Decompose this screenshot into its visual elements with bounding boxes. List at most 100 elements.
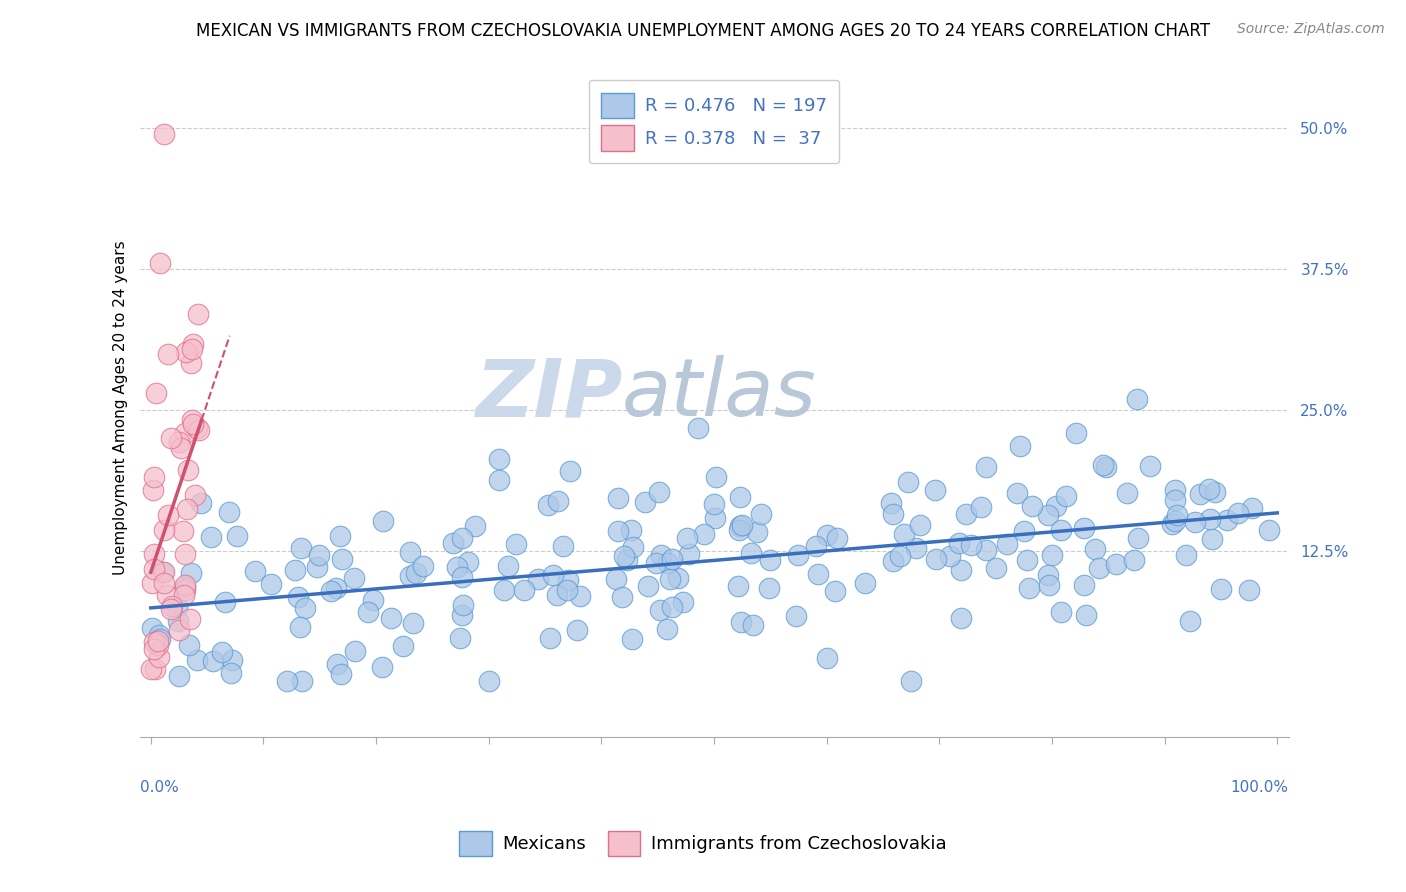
Point <box>1164 492 1187 507</box>
Point <box>149 256 172 270</box>
Point <box>889 549 911 564</box>
Point <box>330 552 353 566</box>
Point <box>678 547 700 561</box>
Point <box>174 583 197 598</box>
Point <box>1012 524 1035 538</box>
Point <box>897 475 920 489</box>
Point <box>1126 392 1149 406</box>
Point <box>908 517 931 532</box>
Point <box>657 556 679 570</box>
Point <box>284 563 307 577</box>
Point <box>1008 439 1031 453</box>
Point <box>785 609 807 624</box>
Point <box>139 662 162 676</box>
Text: 100.0%: 100.0% <box>1230 780 1288 795</box>
Point <box>692 527 714 541</box>
Point <box>402 616 425 631</box>
Point <box>156 588 179 602</box>
Point <box>538 631 561 645</box>
Point <box>610 590 633 604</box>
Point <box>1178 614 1201 628</box>
Point <box>787 548 810 562</box>
Point <box>180 356 202 370</box>
Point <box>1241 500 1264 515</box>
Point <box>153 565 176 579</box>
Point <box>496 558 519 573</box>
Point <box>880 496 903 510</box>
Point <box>815 650 838 665</box>
Point <box>1216 513 1239 527</box>
Point <box>537 498 560 512</box>
Point <box>1122 553 1144 567</box>
Point <box>188 423 211 437</box>
Point <box>728 523 751 537</box>
Point <box>170 441 193 455</box>
Point <box>157 508 180 522</box>
Point <box>148 628 170 642</box>
Point <box>149 632 172 646</box>
Point <box>488 474 510 488</box>
Point <box>146 638 169 652</box>
Point <box>1045 500 1067 514</box>
Point <box>1139 458 1161 473</box>
Point <box>637 579 659 593</box>
Point <box>939 549 962 563</box>
Point <box>893 526 915 541</box>
Point <box>505 537 527 551</box>
Point <box>141 620 163 634</box>
Point <box>441 536 464 550</box>
Point <box>675 531 697 545</box>
Point <box>146 634 169 648</box>
Point <box>551 539 574 553</box>
Point <box>308 548 330 562</box>
Point <box>143 635 166 649</box>
Text: ZIP: ZIP <box>475 355 621 433</box>
Point <box>187 307 209 321</box>
Point <box>370 660 392 674</box>
Point <box>607 491 630 505</box>
Point <box>740 546 762 560</box>
Point <box>451 607 474 622</box>
Point <box>560 464 582 478</box>
Point <box>513 582 536 597</box>
Point <box>1188 486 1211 500</box>
Point <box>976 542 998 557</box>
Point <box>174 425 197 440</box>
Point <box>704 511 727 525</box>
Legend: R = 0.476   N = 197, R = 0.378   N =  37: R = 0.476 N = 197, R = 0.378 N = 37 <box>589 80 839 163</box>
Point <box>1073 578 1095 592</box>
Point <box>176 501 198 516</box>
Point <box>730 518 752 533</box>
Point <box>747 525 769 540</box>
Point <box>184 488 207 502</box>
Point <box>546 588 568 602</box>
Point <box>180 566 202 581</box>
Point <box>804 539 827 553</box>
Point <box>294 601 316 615</box>
Point <box>152 566 174 580</box>
Point <box>855 576 877 591</box>
Point <box>731 517 754 532</box>
Point <box>568 590 591 604</box>
Point <box>728 491 751 505</box>
Point <box>464 518 486 533</box>
Point <box>202 654 225 668</box>
Point <box>186 653 208 667</box>
Point <box>904 541 927 556</box>
Point <box>644 557 666 571</box>
Point <box>160 599 183 613</box>
Point <box>356 605 378 619</box>
Point <box>648 485 671 500</box>
Point <box>672 595 695 609</box>
Point <box>399 545 422 559</box>
Point <box>657 622 679 636</box>
Point <box>363 593 385 607</box>
Point <box>478 673 501 688</box>
Point <box>143 642 166 657</box>
Point <box>145 386 167 401</box>
Point <box>392 640 415 654</box>
Point <box>1087 561 1109 575</box>
Point <box>488 452 510 467</box>
Point <box>159 602 181 616</box>
Point <box>181 417 204 431</box>
